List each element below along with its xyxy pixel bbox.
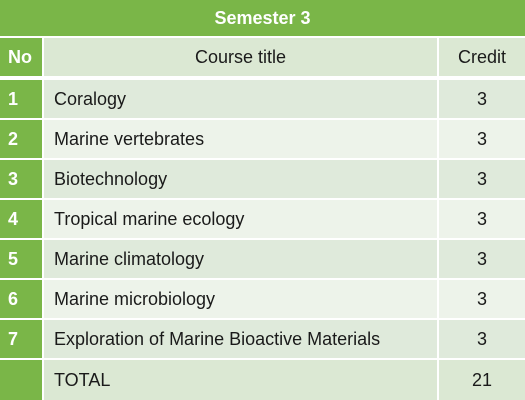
header-credit: Credit bbox=[457, 46, 506, 67]
total-credit: 21 bbox=[471, 369, 493, 390]
table-row: 1 Coralogy 3 bbox=[0, 80, 525, 120]
row-course-title: Biotechnology bbox=[44, 160, 439, 198]
row-no: 4 bbox=[0, 200, 44, 238]
row-credit: 3 bbox=[476, 288, 487, 309]
row-no: 1 bbox=[0, 80, 44, 118]
row-no: 6 bbox=[0, 280, 44, 318]
table-row: 6 Marine microbiology 3 bbox=[0, 280, 525, 320]
row-no: 5 bbox=[0, 240, 44, 278]
header-no: No bbox=[0, 38, 44, 76]
total-no bbox=[0, 360, 44, 400]
table-row: 2 Marine vertebrates 3 bbox=[0, 120, 525, 160]
table-total-row: TOTAL 21 bbox=[0, 360, 525, 400]
row-no: 7 bbox=[0, 320, 44, 358]
row-no: 2 bbox=[0, 120, 44, 158]
table-row: 5 Marine climatology 3 bbox=[0, 240, 525, 280]
row-course-title: Marine climatology bbox=[44, 240, 439, 278]
table-title: Semester 3 bbox=[0, 0, 525, 38]
row-course-title: Marine microbiology bbox=[44, 280, 439, 318]
row-course-title: Coralogy bbox=[44, 80, 439, 118]
row-course-title: Tropical marine ecology bbox=[44, 200, 439, 238]
row-credit: 3 bbox=[476, 128, 487, 149]
table-row: 4 Tropical marine ecology 3 bbox=[0, 200, 525, 240]
row-credit: 3 bbox=[476, 208, 487, 229]
total-label: TOTAL bbox=[44, 360, 439, 400]
row-credit: 3 bbox=[476, 328, 487, 349]
table-row: 7 Exploration of Marine Bioactive Materi… bbox=[0, 320, 525, 360]
table-row: 3 Biotechnology 3 bbox=[0, 160, 525, 200]
row-credit: 3 bbox=[476, 88, 487, 109]
row-credit: 3 bbox=[476, 168, 487, 189]
table-header-row: No Course title Credit bbox=[0, 38, 525, 78]
row-no: 3 bbox=[0, 160, 44, 198]
row-course-title: Exploration of Marine Bioactive Material… bbox=[44, 320, 439, 358]
row-course-title: Marine vertebrates bbox=[44, 120, 439, 158]
row-credit: 3 bbox=[476, 248, 487, 269]
header-course-title: Course title bbox=[44, 38, 439, 76]
